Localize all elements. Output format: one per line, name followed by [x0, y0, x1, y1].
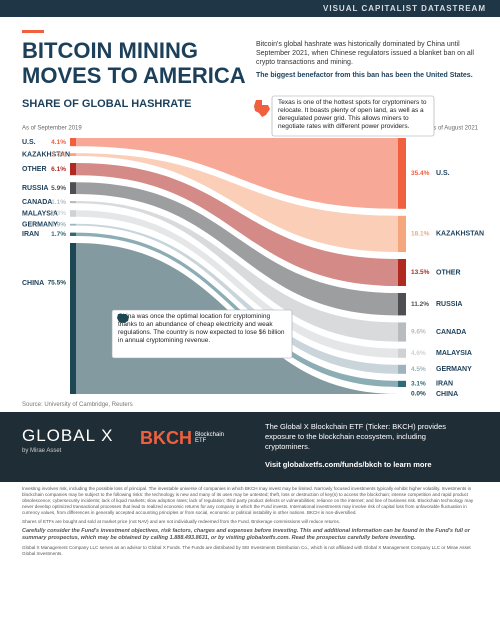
intro: Bitcoin's global hashrate was historical…	[256, 40, 488, 80]
value-label: 9.6%	[411, 329, 426, 336]
source-bar	[70, 223, 76, 226]
source-bar	[70, 182, 76, 194]
top-bar	[0, 0, 500, 17]
sponsor-text: The Global X Blockchain ETF (Ticker: BKC…	[265, 422, 447, 451]
category-label: KAZAKHSTAN	[436, 231, 484, 238]
disclaimer: Investing involves risk, including the p…	[22, 486, 478, 560]
value-label: 0.0%	[411, 391, 426, 398]
logo: GLOBAL X	[22, 426, 114, 445]
value-label: 75.5%	[48, 280, 67, 287]
value-label: 11.2%	[411, 301, 429, 308]
intro-text: Bitcoin's global hashrate was historical…	[256, 41, 474, 66]
chart: As of September 2019 As of August 2021 U.S…	[22, 95, 484, 398]
category-label: RUSSIA	[436, 301, 462, 308]
title: BITCOIN MINING MOVES TO AMERICA	[22, 38, 246, 88]
value-label: 18.1%	[411, 231, 430, 238]
target-bar	[398, 293, 406, 316]
flow	[76, 223, 398, 374]
category-label: IRAN	[436, 381, 453, 388]
category-label: CHINA	[436, 391, 458, 398]
value-label: 4.1%	[51, 139, 66, 146]
value-label: 35.4%	[411, 170, 430, 177]
value-label: 1.7%	[51, 231, 66, 238]
category-label: RUSSIA	[22, 185, 48, 192]
value-label: 0.9%	[51, 221, 66, 228]
category-label: MALAYSIA	[436, 350, 472, 357]
annotation: Texas is one of the hottest spots for cr…	[278, 99, 427, 130]
value-label: 3.3%	[51, 210, 66, 217]
china-icon	[117, 314, 129, 323]
category-label: MALAYSIA	[22, 210, 58, 217]
annotation-box	[271, 95, 435, 137]
target-bar	[398, 348, 406, 358]
flow	[76, 138, 398, 209]
target-bar	[398, 138, 406, 209]
category-label: CHINA	[22, 280, 44, 287]
chart-title: SHARE OF GLOBAL HASHRATE	[22, 98, 192, 110]
logo-sub: by Mirae Asset	[22, 448, 62, 454]
sponsor-band: GLOBAL X by Mirae Asset BKCH Blockchain …	[0, 412, 500, 482]
value-label: 4.6%	[411, 350, 426, 357]
value-label: 4.5%	[411, 366, 426, 373]
value-label: 1.1%	[51, 199, 66, 206]
target-bar	[398, 259, 406, 286]
intro-bold: The biggest benefactor from this ban has…	[256, 72, 473, 79]
title-line: BITCOIN MINING	[22, 38, 198, 63]
title-line: MOVES TO AMERICA	[22, 63, 246, 88]
logo-sub: Blockchain ETF	[195, 432, 225, 444]
axis-label: As of August 2021	[429, 126, 478, 132]
category-label: GERMANY	[22, 222, 58, 229]
category-label: CANADA	[436, 329, 466, 336]
brand: VISUAL CAPITALIST DATASTREAM	[323, 4, 486, 13]
category-label: KAZAKHSTAN	[22, 151, 70, 158]
flow	[76, 163, 398, 286]
disclaimer-paragraph: Investing involves risk, including the p…	[22, 486, 474, 515]
category-label: GERMANY	[436, 366, 472, 373]
source-bar	[70, 210, 76, 217]
category-label: OTHER	[22, 166, 47, 173]
source-bar	[70, 163, 76, 176]
category-label: U.S.	[436, 170, 450, 177]
source-bar	[70, 138, 76, 147]
disclaimer-paragraph: Global X Management Company LLC serves a…	[22, 545, 471, 556]
disclaimer-paragraph: Shares of ETFs are bought and sold at ma…	[22, 519, 341, 524]
source-bar	[70, 232, 76, 236]
axis-label: As of September 2019	[22, 126, 82, 132]
value-label: 5.9%	[51, 185, 66, 192]
category-label: OTHER	[436, 269, 461, 276]
logo: BKCH	[140, 428, 192, 448]
value-label: 13.5%	[411, 269, 430, 276]
annotation-box	[111, 309, 293, 359]
category-label: IRAN	[22, 231, 39, 238]
annotation: China was once the optimal location for …	[118, 313, 285, 344]
target-bar	[398, 322, 406, 342]
flow	[76, 210, 398, 358]
texas-icon	[254, 100, 270, 117]
source-bar	[70, 243, 76, 394]
target-bar	[398, 380, 406, 387]
target-bar	[398, 364, 406, 374]
annotation-text: Texas is one of the hottest spots for cr…	[278, 99, 427, 130]
annotation-text: China was once the optimal location for …	[118, 313, 285, 344]
source-bar	[70, 153, 76, 156]
flow	[76, 201, 398, 342]
value-label: 1.4%	[51, 151, 66, 158]
category-label: CANADA	[22, 199, 52, 206]
category-label: U.S.	[22, 139, 36, 146]
source: Source: University of Cambridge, Reuters	[22, 402, 133, 408]
flow	[76, 153, 398, 252]
disclaimer-paragraph: Carefully consider the Fund's investment…	[22, 528, 470, 541]
sponsor-link[interactable]: Visit globalxetfs.com/funds/bkch to lear…	[265, 460, 432, 469]
source-bar	[70, 201, 76, 204]
accent-rule	[22, 30, 44, 33]
value-label: 3.1%	[411, 381, 426, 388]
target-bar	[398, 215, 406, 252]
value-label: 6.1%	[51, 166, 66, 173]
flow	[76, 182, 398, 316]
